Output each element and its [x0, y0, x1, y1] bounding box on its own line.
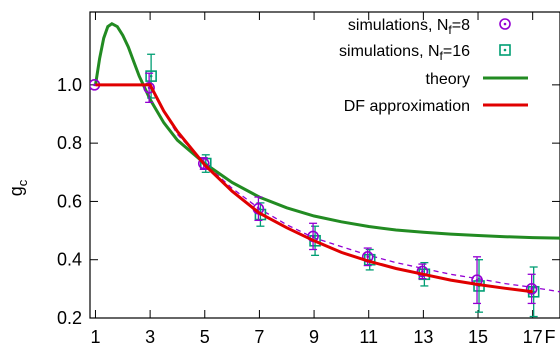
- x-tick-label: 7: [254, 327, 264, 347]
- sim8-point-dot: [421, 270, 424, 273]
- sim16-point-dot: [150, 75, 153, 78]
- sim8-point-dot: [366, 255, 369, 258]
- y-tick-label: 0.8: [57, 133, 82, 153]
- y-tick-label: 1.0: [57, 75, 82, 95]
- legend-label-sim8: simulations, Nf=8: [348, 17, 470, 37]
- x-tick-label: 11: [359, 327, 378, 347]
- fit-dashed-line: [150, 88, 560, 292]
- sim8-point-dot: [312, 235, 315, 238]
- y-axis-label: gc: [6, 179, 30, 196]
- y-tick-label: 0.2: [57, 308, 82, 328]
- x-tick-label: 15: [468, 327, 488, 347]
- plot-frame: [90, 12, 560, 318]
- theory-line: [96, 24, 560, 238]
- y-axis-label-sub: c: [15, 179, 30, 186]
- x-tick-label: 17: [523, 327, 543, 347]
- y-tick-label: 0.6: [57, 191, 82, 211]
- series-layer: [89, 24, 560, 317]
- x-tick-label: 13: [413, 327, 433, 347]
- sim8-point-dot: [530, 288, 533, 291]
- legend-label-df: DF approximation: [344, 98, 470, 115]
- plot-area: [89, 24, 560, 317]
- legend-marker-dot: [504, 49, 507, 52]
- sim8-point-dot: [93, 84, 96, 87]
- x-tick-label: 3: [145, 327, 155, 347]
- legend-text: theory: [426, 71, 470, 88]
- sim8-point-dot: [257, 207, 260, 210]
- legend-text: simulations, N: [348, 17, 448, 34]
- legend-suffix: =8: [452, 17, 470, 34]
- x-tick-label: 1: [90, 327, 100, 347]
- legend-label-sim16: simulations, Nf=16: [339, 43, 470, 63]
- x-tick-label: 5: [200, 327, 210, 347]
- legend-text: simulations, N: [339, 43, 439, 60]
- legend-marker-dot: [504, 23, 507, 26]
- y-tick-label: 0.4: [57, 250, 82, 270]
- legend-text: DF approximation: [344, 98, 470, 115]
- legend: simulations, Nf=8 simulations, Nf=16 theor…: [339, 17, 528, 115]
- legend-label-theory: theory: [426, 71, 470, 88]
- legend-suffix: =16: [443, 43, 470, 60]
- x-axis-label: F: [545, 327, 556, 347]
- x-tick-label: 9: [309, 327, 319, 347]
- sim8-point-dot: [476, 279, 479, 282]
